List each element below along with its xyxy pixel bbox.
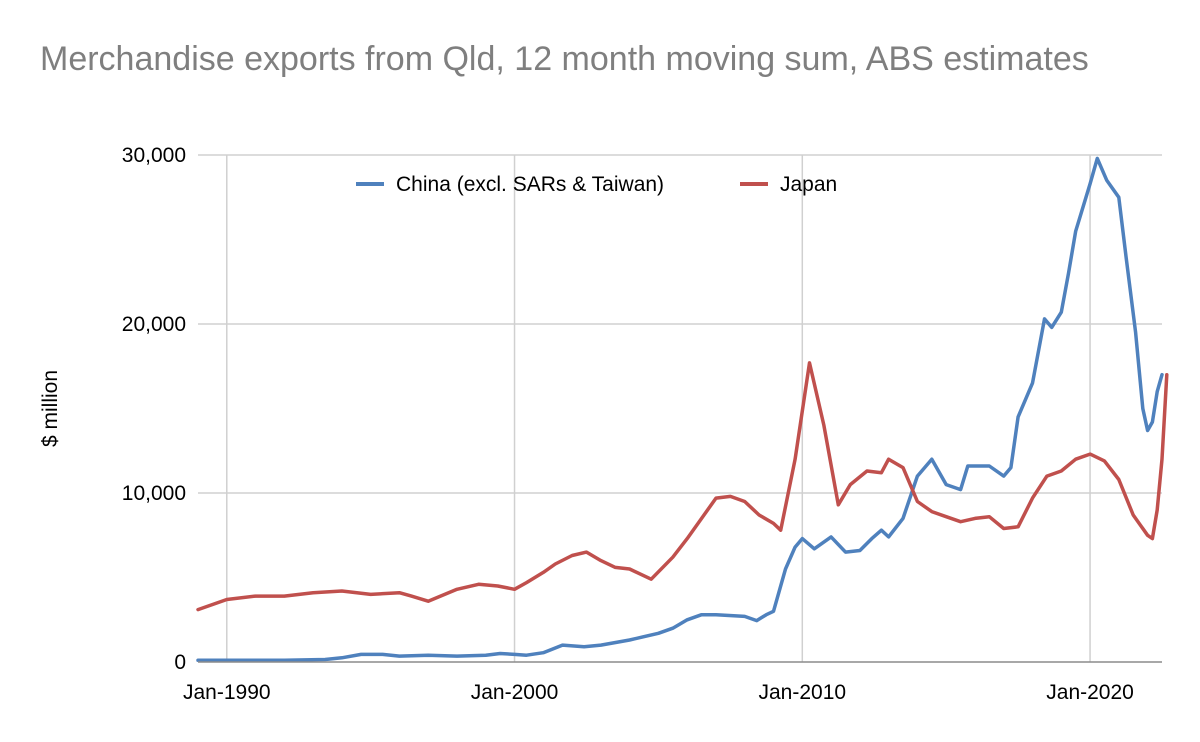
series-line-china xyxy=(196,156,1164,663)
y-tick-label: 0 xyxy=(174,651,186,674)
legend: China (excl. SARs & Taiwan) Japan xyxy=(356,173,837,196)
y-tick-label: 30,000 xyxy=(122,144,186,167)
legend-japan-label: Japan xyxy=(780,173,837,196)
y-tick-label: 20,000 xyxy=(122,313,186,336)
y-axis-title: $ million xyxy=(39,370,62,447)
y-tick-label: 10,000 xyxy=(122,482,186,505)
x-tick-label: Jan-1990 xyxy=(183,681,271,704)
axes: 0 10,000 20,000 30,000 Jan-1990 Jan-2000 Jan-2… xyxy=(39,144,1162,704)
x-tick-label: Jan-2000 xyxy=(471,681,559,704)
chart-title: Merchandise exports from Qld, 12 month m… xyxy=(40,40,1089,78)
legend-china-label: China (excl. SARs & Taiwan) xyxy=(396,173,664,196)
gridlines xyxy=(198,154,1162,662)
series-line-japan xyxy=(196,361,1169,612)
x-tick-label: Jan-2010 xyxy=(759,681,847,704)
x-tick-label: Jan-2020 xyxy=(1046,681,1134,704)
series-lines xyxy=(196,156,1169,663)
